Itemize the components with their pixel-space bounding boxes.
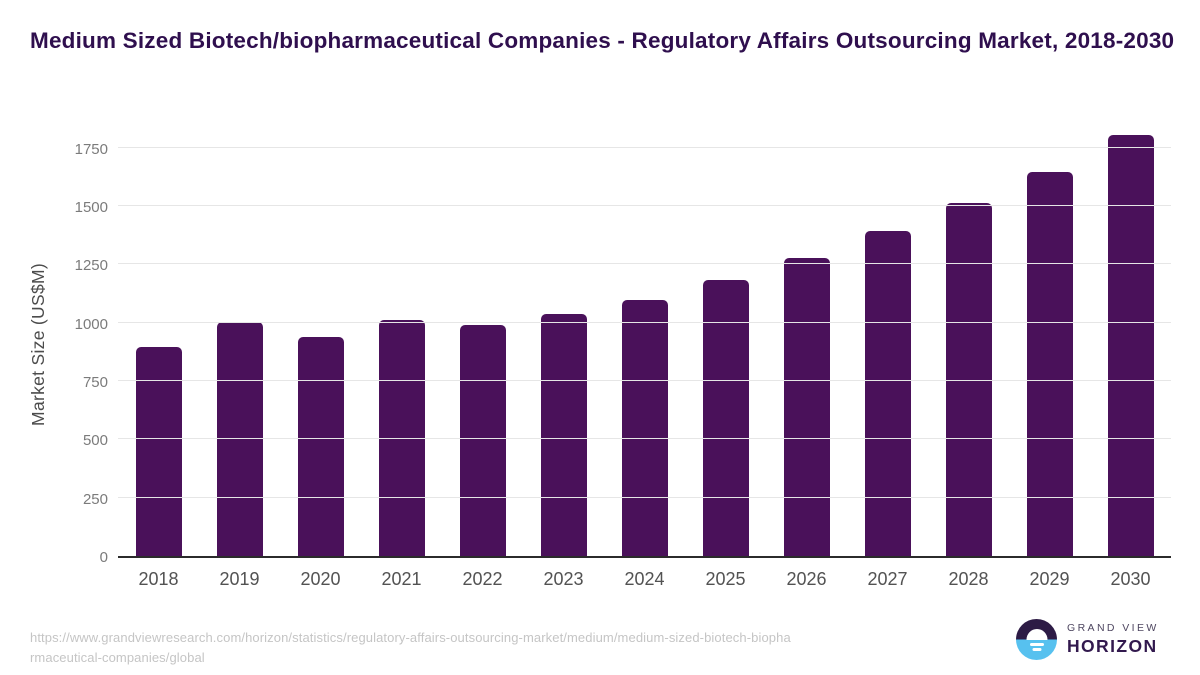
bar-slot bbox=[199, 130, 280, 556]
gridline bbox=[118, 496, 1171, 498]
gridline bbox=[118, 438, 1171, 440]
bar-slot bbox=[604, 130, 685, 556]
y-tick-label: 1250 bbox=[74, 257, 108, 275]
chart-title: Medium Sized Biotech/biopharmaceutical C… bbox=[30, 28, 1175, 53]
bar-2018 bbox=[135, 347, 182, 556]
bar-slot bbox=[280, 130, 361, 556]
y-tick-label: 1500 bbox=[74, 199, 108, 217]
x-tick-label: 2026 bbox=[786, 569, 827, 589]
bar-slot bbox=[685, 130, 766, 556]
bar-slot bbox=[118, 130, 199, 556]
x-tick-label: 2024 bbox=[624, 569, 665, 589]
source-url-line-1: https://www.grandviewresearch.com/horizo… bbox=[30, 630, 791, 645]
y-axis-ticks: 0 250 500 750 1000 1250 1500 1750 bbox=[30, 130, 108, 566]
bar-slot bbox=[1009, 130, 1090, 556]
source-url-line-2: rmaceutical-companies/global bbox=[30, 649, 205, 665]
x-tick-label: 2025 bbox=[705, 569, 746, 589]
x-tick-label: 2021 bbox=[381, 569, 422, 589]
x-axis-labels: 2018 2019 2020 2021 2022 2023 2024 2025 2026 2027… bbox=[118, 566, 1171, 592]
y-tick-label: 1000 bbox=[74, 315, 108, 333]
x-tick-label: 2029 bbox=[1029, 569, 1070, 589]
reflection-line-2 bbox=[1032, 648, 1041, 651]
gridline bbox=[118, 205, 1171, 207]
brand-name-bottom: HORIZON bbox=[1067, 636, 1158, 656]
bar-slot bbox=[361, 130, 442, 556]
bar-slot bbox=[1090, 130, 1171, 556]
bar-2029 bbox=[1026, 171, 1073, 556]
x-tick-label: 2030 bbox=[1110, 569, 1151, 589]
x-tick-label: 2022 bbox=[462, 569, 503, 589]
gridline bbox=[118, 146, 1171, 148]
bar-2026 bbox=[783, 257, 830, 556]
bar-slot bbox=[928, 130, 1009, 556]
plot-area bbox=[118, 130, 1171, 558]
bar-2025 bbox=[702, 279, 749, 556]
bar-slot bbox=[442, 130, 523, 556]
x-tick-label: 2028 bbox=[948, 569, 989, 589]
x-tick-label: 2020 bbox=[300, 569, 341, 589]
gridline bbox=[118, 263, 1171, 265]
gridline bbox=[118, 380, 1171, 382]
y-tick-label: 0 bbox=[99, 549, 108, 566]
y-tick-label: 1750 bbox=[74, 140, 108, 158]
bar-2024 bbox=[621, 299, 668, 556]
y-tick-label: 250 bbox=[82, 490, 108, 508]
brand-logo-text: GRAND VIEW HORIZON bbox=[1067, 622, 1159, 657]
bar-2027 bbox=[864, 231, 911, 556]
horizon-sunrise-icon bbox=[1016, 619, 1057, 660]
bar-slot bbox=[847, 130, 928, 556]
bar-2030 bbox=[1107, 135, 1154, 556]
bar-slot bbox=[766, 130, 847, 556]
x-tick-label: 2023 bbox=[543, 569, 584, 589]
bar-2022 bbox=[459, 325, 506, 556]
bar-series bbox=[118, 130, 1171, 556]
y-tick-label: 750 bbox=[82, 374, 108, 392]
gridline bbox=[118, 321, 1171, 323]
bar-2020 bbox=[297, 337, 344, 556]
y-tick-label: 500 bbox=[82, 432, 108, 450]
x-tick-label: 2027 bbox=[867, 569, 908, 589]
x-tick-label: 2019 bbox=[219, 569, 260, 589]
bar-slot bbox=[523, 130, 604, 556]
brand-name-top: GRAND VIEW bbox=[1067, 622, 1159, 634]
source-url: https://www.grandviewresearch.com/horizo… bbox=[30, 628, 850, 667]
brand-logo: GRAND VIEW HORIZON bbox=[1016, 619, 1159, 660]
bar-2023 bbox=[540, 314, 587, 556]
reflection-line-1 bbox=[1029, 642, 1044, 646]
x-tick-label: 2018 bbox=[138, 569, 179, 589]
sun-dome-shape bbox=[1026, 628, 1047, 640]
bar-2021 bbox=[378, 319, 425, 556]
